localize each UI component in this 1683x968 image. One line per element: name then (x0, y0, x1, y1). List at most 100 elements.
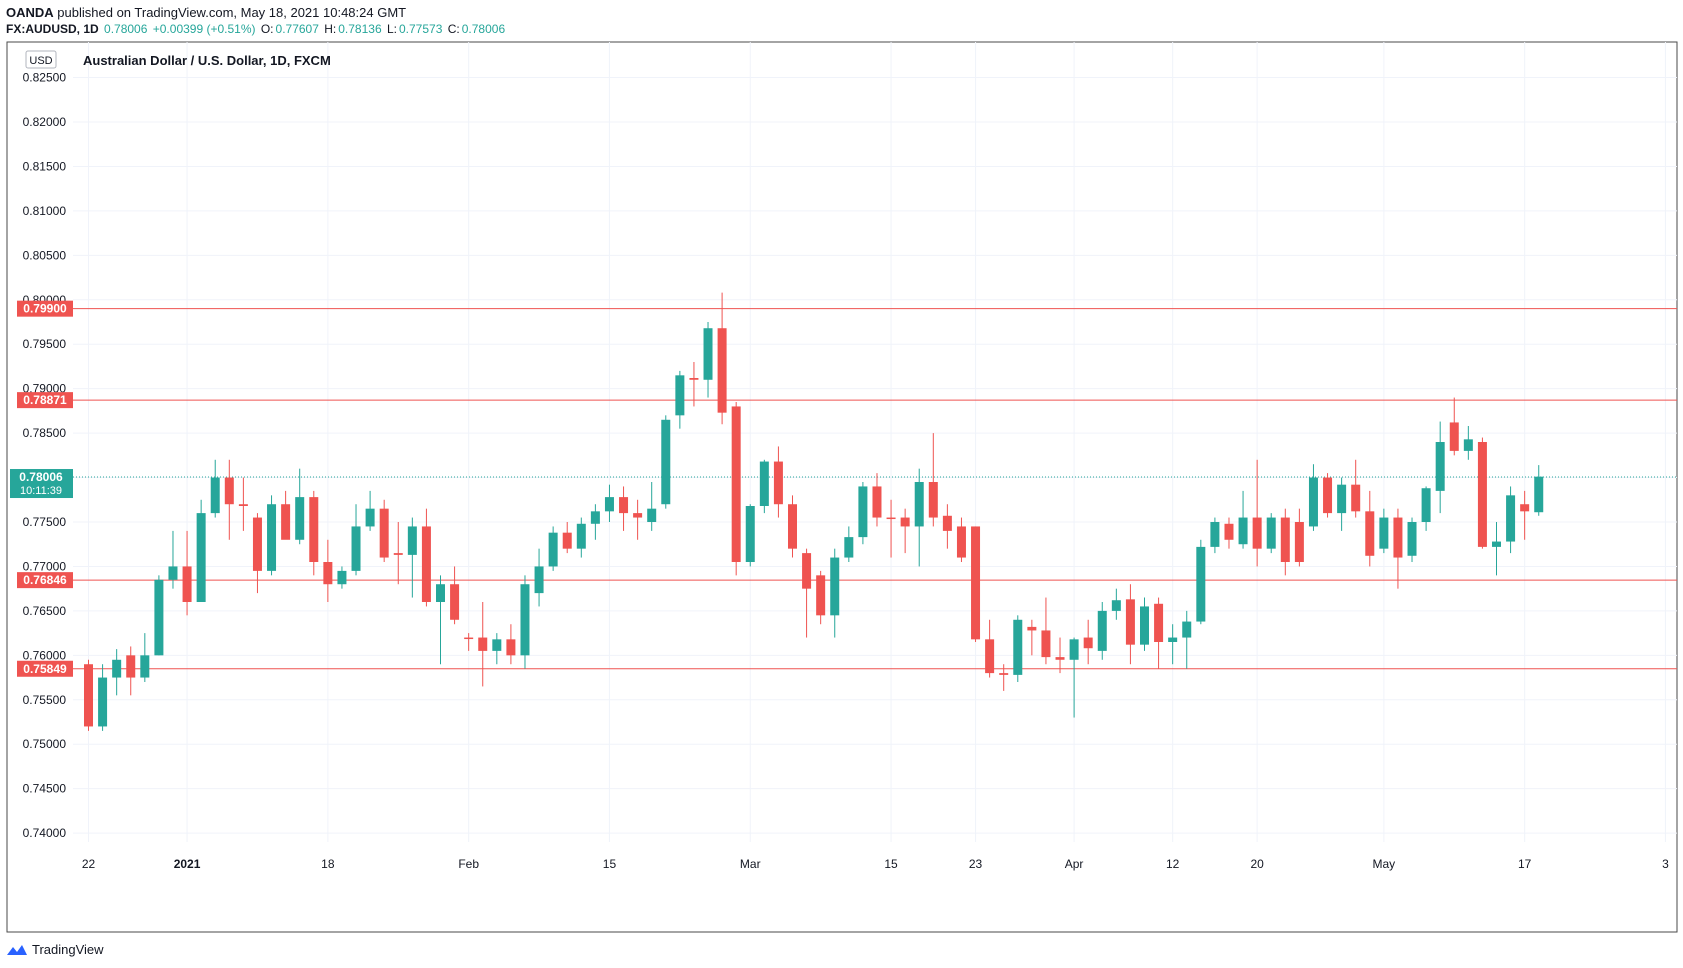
y-tick-label: 0.80500 (23, 248, 67, 262)
candle (1323, 473, 1333, 518)
candle-body (971, 526, 981, 640)
x-tick-label: 3 (1662, 857, 1669, 871)
x-tick-label: 12 (1166, 857, 1180, 871)
candle-body (999, 673, 1009, 675)
candle (1435, 421, 1445, 514)
candle (393, 522, 403, 585)
candle-body (84, 664, 93, 727)
candle (590, 504, 600, 540)
candle (1393, 508, 1403, 589)
candle (619, 486, 629, 531)
candle-body (337, 570, 347, 585)
candle-body (745, 506, 755, 562)
candle-body (985, 639, 995, 674)
candle (661, 415, 671, 509)
candle (1182, 610, 1192, 669)
footer-brand[interactable]: TradingView (6, 942, 104, 957)
candle (464, 633, 474, 651)
candle-body (788, 504, 797, 549)
candle (1252, 459, 1262, 567)
candle (1351, 459, 1361, 518)
candle-body (351, 526, 361, 571)
candle (1280, 508, 1290, 576)
x-tick-label: May (1373, 857, 1396, 871)
symbol-label: FX:AUDUSD, 1D (6, 22, 99, 36)
candle (562, 522, 572, 554)
level-badge: 0.78871 (23, 393, 67, 407)
level-badge-box (17, 572, 73, 589)
axis-badges: 0.79900 0.78871 0.76846 0.75849 0.7800610:11… (10, 300, 73, 677)
candle-body (1294, 522, 1304, 562)
y-tick-label: 0.76000 (23, 648, 67, 662)
candle-body (1337, 484, 1347, 514)
candle-body (1252, 517, 1262, 549)
candle (281, 490, 291, 540)
candle-body (717, 328, 727, 413)
time-axis[interactable]: 22 2021 18 Feb 15 Mar 15 23 Apr 12 20 May 17 3 (7, 852, 1677, 871)
candle (1125, 584, 1135, 665)
candle-body (252, 517, 262, 571)
candle-body (492, 639, 502, 651)
candle-body (379, 508, 389, 558)
candle (112, 649, 122, 696)
candle (1140, 597, 1149, 651)
candle-body (1238, 517, 1248, 545)
candle (633, 499, 643, 540)
candle (1196, 539, 1206, 625)
candle-body (1125, 599, 1135, 645)
footer-brand-label: TradingView (32, 942, 104, 957)
candle (1238, 490, 1248, 549)
candle (534, 548, 544, 607)
candle (351, 504, 361, 576)
candle-body (1069, 639, 1079, 660)
candle-body (1168, 637, 1178, 642)
candle (1097, 602, 1107, 660)
tradingview-logo-icon (7, 944, 27, 955)
level-badge-box (17, 300, 73, 317)
candle-body (210, 477, 220, 514)
candle (1520, 490, 1530, 540)
candle-body (520, 584, 530, 656)
x-tick-label: Mar (740, 857, 761, 871)
publish-info: OANDA published on TradingView.com, May … (6, 5, 406, 20)
open-value: 0.77607 (275, 22, 319, 36)
open-label: O: (260, 22, 274, 36)
low-label: L: (386, 22, 397, 36)
candle-body (1083, 637, 1093, 649)
horizontal-levels (73, 308, 1677, 670)
y-tick-label: 0.82000 (23, 115, 67, 129)
candle-body (675, 375, 685, 416)
countdown-badge: 10:11:39 (20, 485, 62, 497)
candle (337, 566, 347, 589)
candle-body (604, 497, 614, 512)
candle (1421, 486, 1431, 531)
y-tick-label: 0.75000 (23, 737, 67, 751)
chart-frame (6, 41, 1678, 933)
candle (450, 566, 460, 625)
x-tick-label: 18 (321, 857, 335, 871)
candle-body (1351, 484, 1361, 512)
candle (604, 484, 614, 522)
y-tick-label: 0.82500 (23, 71, 67, 85)
candle-body (872, 486, 882, 518)
candle-body (802, 553, 812, 589)
candle-body (1041, 630, 1051, 658)
candle-body (1323, 477, 1333, 514)
candle-body (1210, 522, 1220, 547)
candle-body (633, 513, 643, 518)
candle (844, 526, 854, 562)
candle-body (619, 497, 629, 514)
candle-body (759, 461, 769, 506)
high-label: H: (324, 22, 337, 36)
publisher-name: OANDA (6, 5, 54, 20)
candle-body (1520, 504, 1530, 512)
candle-body (886, 517, 896, 520)
close-label: C: (447, 22, 460, 36)
candle-body (224, 477, 234, 505)
candle-body (1013, 619, 1023, 675)
candle (1041, 597, 1051, 665)
candle (1210, 517, 1220, 554)
candle-body (182, 566, 192, 602)
candle (675, 370, 685, 429)
